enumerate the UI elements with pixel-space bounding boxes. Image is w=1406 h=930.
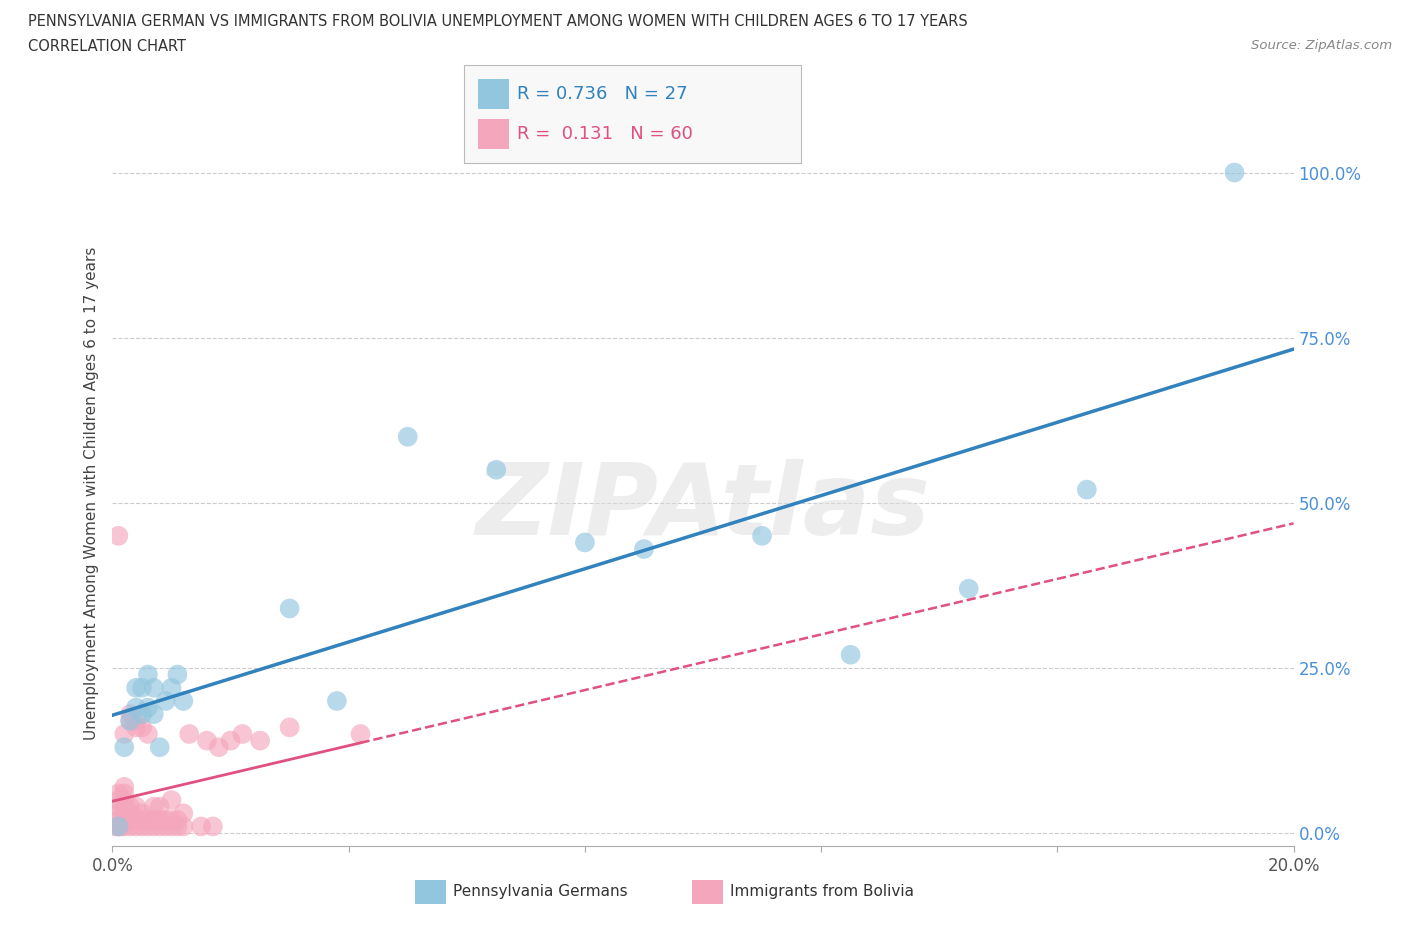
Point <box>120 707 142 722</box>
Point <box>112 819 135 834</box>
Point <box>142 799 165 814</box>
Point <box>751 528 773 543</box>
Point <box>131 720 153 735</box>
Point <box>633 541 655 556</box>
Point <box>136 726 159 741</box>
Point <box>149 819 172 834</box>
Point <box>155 819 177 834</box>
Point <box>190 819 212 834</box>
Point <box>485 462 508 477</box>
Point <box>957 581 980 596</box>
Point <box>120 805 142 820</box>
Point <box>125 681 148 696</box>
Text: ZIPAtlas: ZIPAtlas <box>475 458 931 555</box>
Point <box>112 805 135 820</box>
Point <box>125 720 148 735</box>
Point <box>131 681 153 696</box>
Point <box>125 799 148 814</box>
Point <box>1223 166 1246 180</box>
Point <box>142 813 165 828</box>
Point <box>349 726 371 741</box>
Point <box>112 779 135 794</box>
Point <box>142 681 165 696</box>
Point <box>107 799 129 814</box>
Point <box>201 819 224 834</box>
Point <box>107 528 129 543</box>
Point <box>278 601 301 616</box>
Point <box>107 813 129 828</box>
Point <box>574 535 596 550</box>
Point <box>112 813 135 828</box>
Point <box>136 667 159 682</box>
Point <box>136 700 159 715</box>
Point <box>326 694 349 709</box>
Point <box>107 819 129 834</box>
Text: PENNSYLVANIA GERMAN VS IMMIGRANTS FROM BOLIVIA UNEMPLOYMENT AMONG WOMEN WITH CHI: PENNSYLVANIA GERMAN VS IMMIGRANTS FROM B… <box>28 14 967 29</box>
Point <box>172 694 194 709</box>
Text: R =  0.131   N = 60: R = 0.131 N = 60 <box>517 125 693 143</box>
Point <box>160 792 183 807</box>
Text: R = 0.736   N = 27: R = 0.736 N = 27 <box>517 85 688 103</box>
Point <box>136 819 159 834</box>
Point <box>155 813 177 828</box>
Text: CORRELATION CHART: CORRELATION CHART <box>28 39 186 54</box>
Point <box>155 694 177 709</box>
Point <box>112 739 135 754</box>
Point <box>107 786 129 801</box>
Point <box>104 819 127 834</box>
Point <box>172 805 194 820</box>
Point <box>142 819 165 834</box>
Point <box>149 813 172 828</box>
Point <box>120 713 142 728</box>
Point <box>125 819 148 834</box>
Point <box>278 720 301 735</box>
Point <box>208 739 231 754</box>
Point <box>396 430 419 445</box>
Point <box>166 813 188 828</box>
Point <box>120 819 142 834</box>
Point <box>125 713 148 728</box>
Point <box>107 792 129 807</box>
Point <box>112 799 135 814</box>
Point <box>107 819 129 834</box>
Text: Immigrants from Bolivia: Immigrants from Bolivia <box>730 884 914 899</box>
Point <box>131 707 153 722</box>
Point <box>112 786 135 801</box>
Point <box>112 792 135 807</box>
Point <box>231 726 253 741</box>
Point <box>166 819 188 834</box>
Point <box>110 819 132 834</box>
Point <box>120 799 142 814</box>
Point <box>219 733 242 748</box>
Point <box>249 733 271 748</box>
Point <box>160 819 183 834</box>
Point <box>1076 482 1098 497</box>
Point <box>136 813 159 828</box>
Point <box>125 813 148 828</box>
Point <box>195 733 218 748</box>
Point <box>179 726 201 741</box>
Point <box>120 813 142 828</box>
Point <box>131 805 153 820</box>
Point <box>107 805 129 820</box>
Point <box>112 726 135 741</box>
Point <box>149 799 172 814</box>
Point <box>131 813 153 828</box>
Point <box>166 667 188 682</box>
Text: Pennsylvania Germans: Pennsylvania Germans <box>453 884 627 899</box>
Point <box>839 647 862 662</box>
Text: Source: ZipAtlas.com: Source: ZipAtlas.com <box>1251 39 1392 52</box>
Point <box>160 813 183 828</box>
Point <box>125 700 148 715</box>
Y-axis label: Unemployment Among Women with Children Ages 6 to 17 years: Unemployment Among Women with Children A… <box>83 246 98 739</box>
Point <box>120 713 142 728</box>
Point <box>131 819 153 834</box>
Point <box>160 681 183 696</box>
Point <box>172 819 194 834</box>
Point <box>149 739 172 754</box>
Point <box>142 707 165 722</box>
